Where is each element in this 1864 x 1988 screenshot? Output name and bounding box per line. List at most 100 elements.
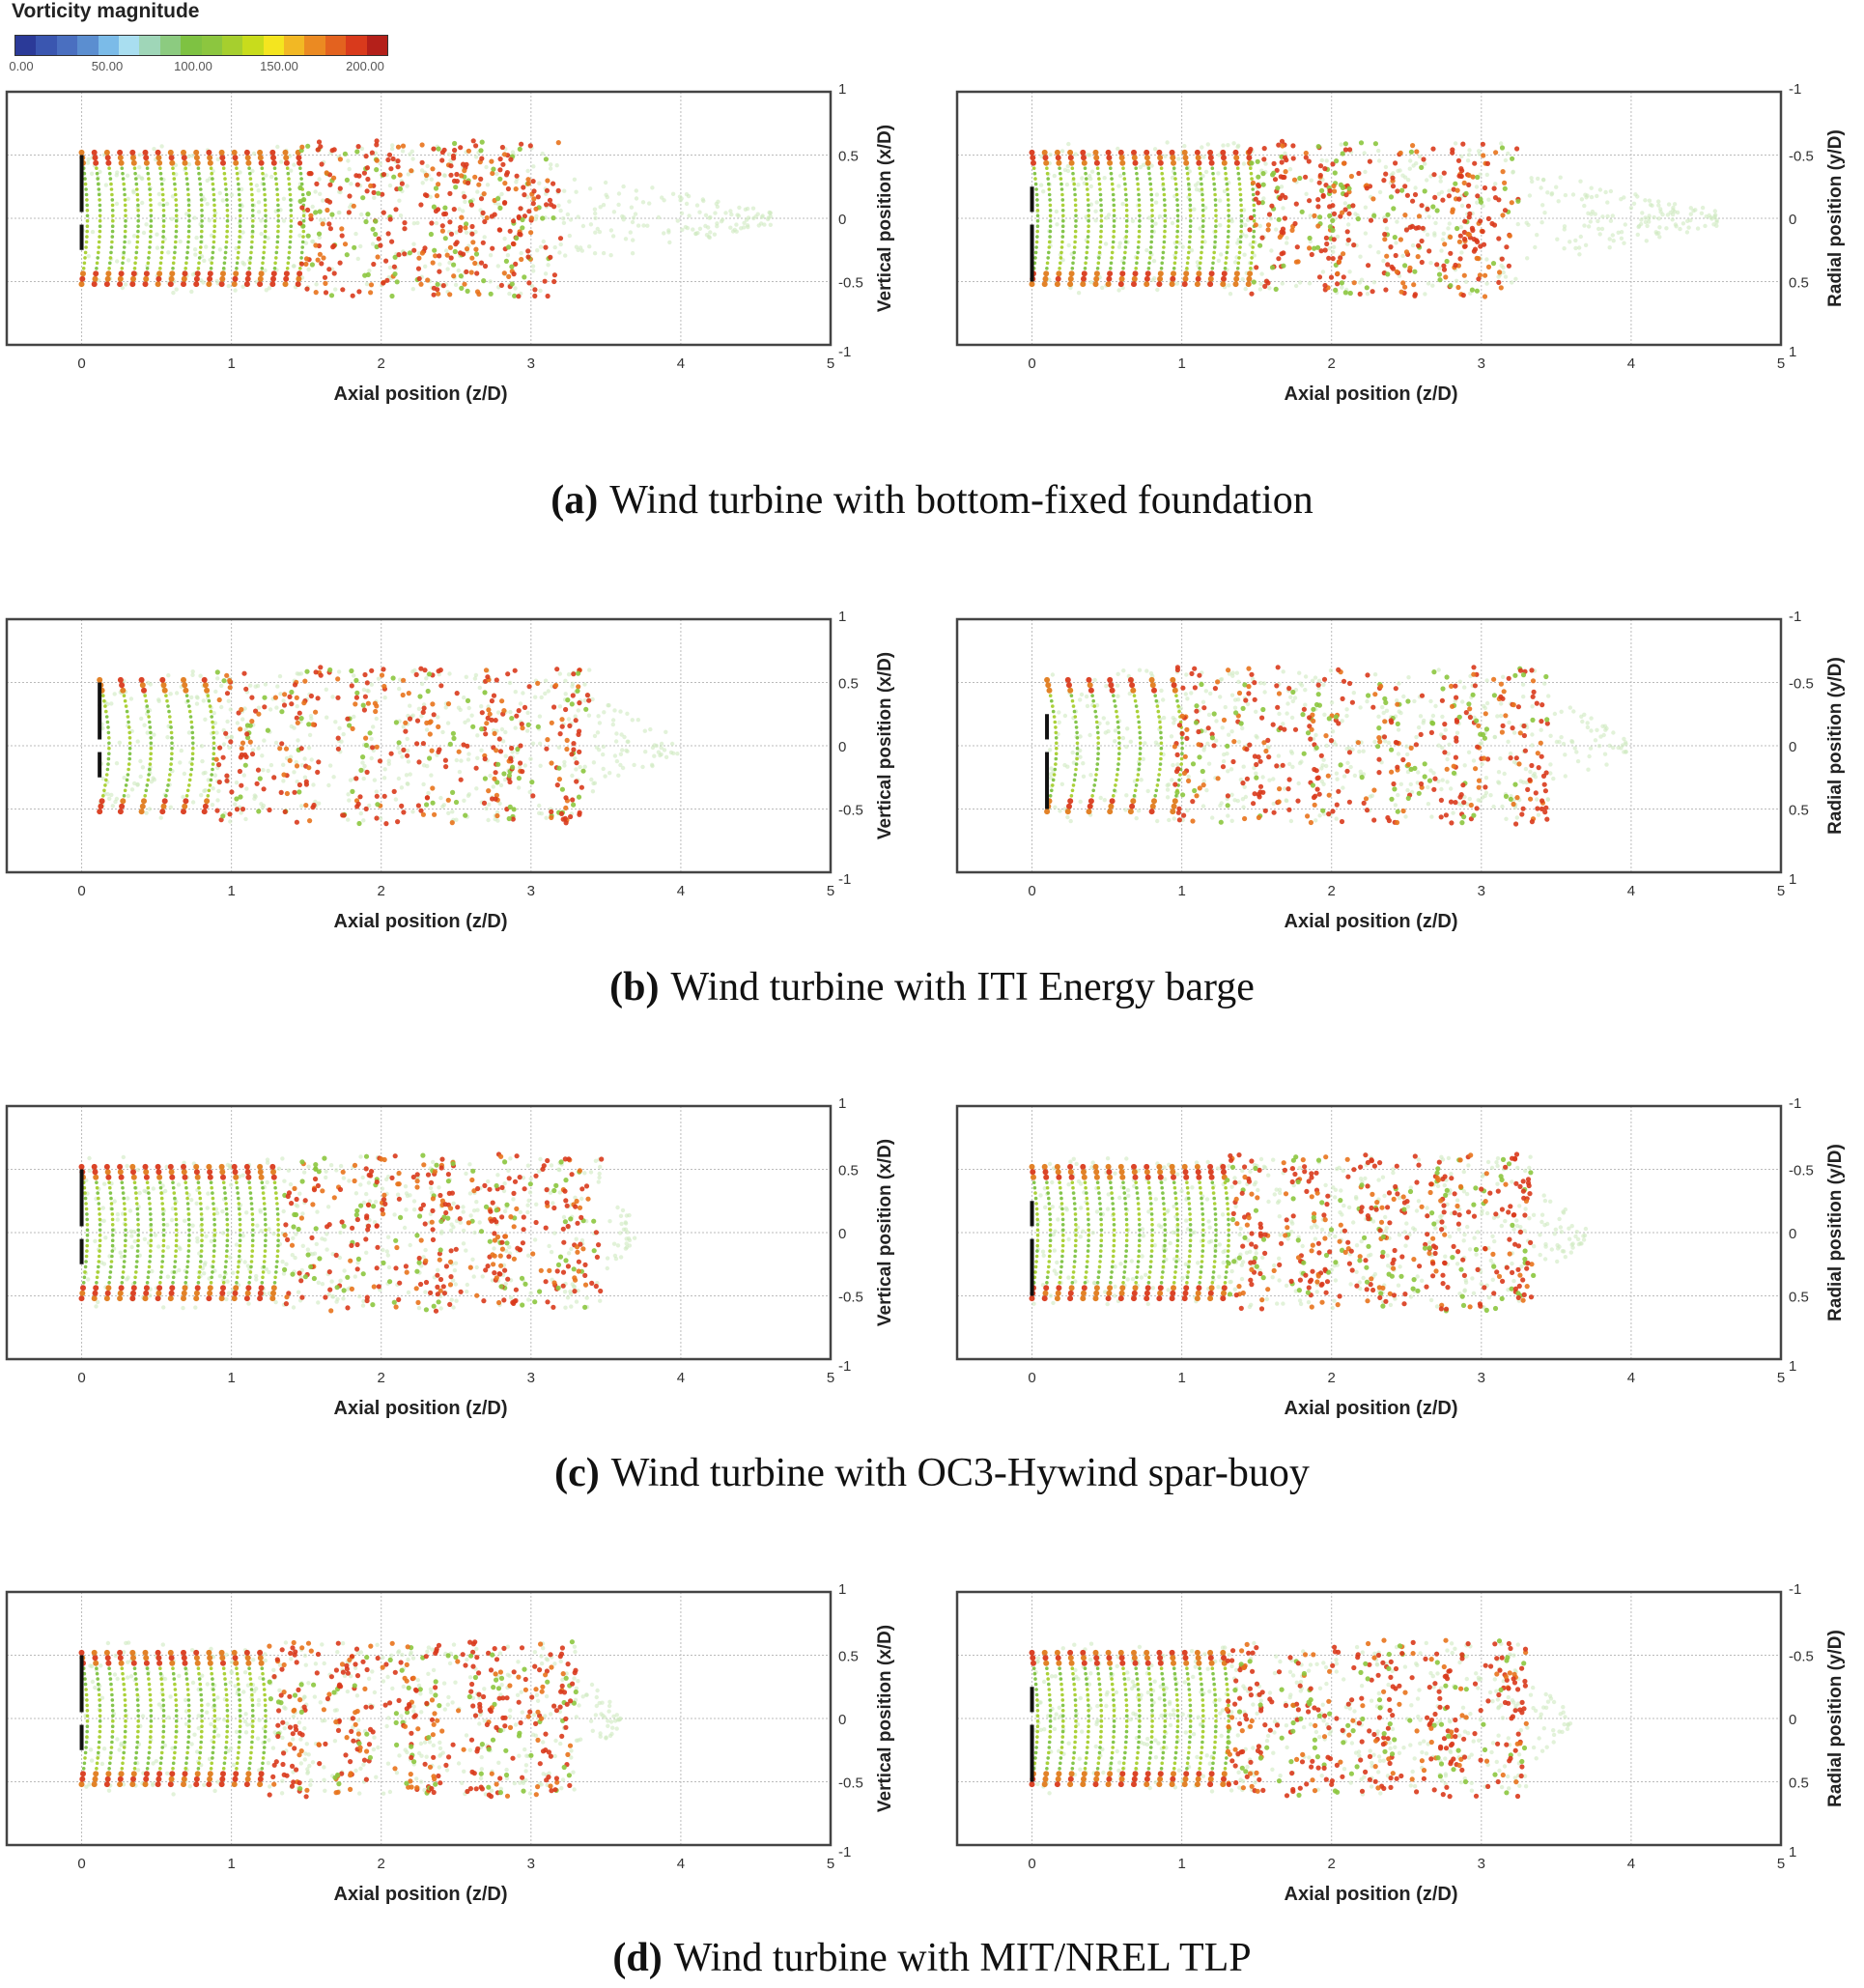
vortex-particle <box>1129 803 1136 809</box>
vortex-particle <box>376 676 381 681</box>
vortex-particle <box>1102 176 1107 181</box>
vortex-particle <box>215 798 220 803</box>
vortex-particle <box>249 182 253 186</box>
vortex-particle <box>479 748 484 753</box>
vortex-particle <box>117 740 123 745</box>
vortex-particle <box>122 694 127 697</box>
vortex-particle <box>436 724 441 729</box>
vortex-particle <box>1221 155 1227 161</box>
vortex-particle <box>158 267 162 270</box>
vortex-particle <box>422 245 428 251</box>
vortex-particle <box>1161 256 1165 260</box>
vortex-particle <box>238 794 243 800</box>
vortex-particle <box>1542 681 1547 686</box>
vortex-particle <box>1182 753 1188 759</box>
vortex-particle <box>1336 721 1342 726</box>
vortex-particle <box>524 728 530 733</box>
vortex-particle <box>106 730 111 735</box>
vortex-particle <box>182 270 188 277</box>
vortex-particle <box>1347 680 1353 687</box>
vortex-particle <box>1466 701 1472 707</box>
vortex-particle <box>1638 221 1644 227</box>
vortex-particle <box>1080 281 1087 288</box>
vortex-particle <box>339 233 345 239</box>
vortex-particle <box>240 260 245 266</box>
vortex-particle <box>1239 213 1244 218</box>
vortex-particle <box>1530 717 1536 723</box>
vortex-particle <box>1249 160 1255 166</box>
vortex-particle <box>297 781 302 788</box>
vortex-particle <box>1085 177 1088 181</box>
vortex-particle <box>1390 175 1396 181</box>
vortex-particle <box>1511 702 1516 708</box>
vortex-particle <box>1307 245 1313 251</box>
vortex-particle <box>172 256 177 260</box>
vortex-particle <box>1528 796 1534 802</box>
vortex-particle <box>1316 791 1322 797</box>
vortex-particle <box>1137 235 1142 239</box>
vortex-particle <box>1050 788 1054 793</box>
vortex-particle <box>347 193 353 199</box>
vortex-particle <box>1355 740 1361 746</box>
vortex-particle <box>194 235 199 241</box>
vortex-particle <box>144 698 149 703</box>
vortex-particle <box>1240 725 1245 731</box>
vortex-particle <box>166 250 171 255</box>
vortex-particle <box>1447 742 1452 747</box>
vortex-particle <box>1054 725 1058 729</box>
vortex-particle <box>281 772 287 778</box>
vortex-particle <box>249 245 254 249</box>
vortex-particle <box>1068 159 1075 166</box>
vortex-particle <box>1153 221 1158 226</box>
vortex-particle <box>1339 280 1344 286</box>
vortex-particle <box>1214 224 1218 228</box>
vortex-particle <box>1334 816 1339 821</box>
vortex-particle <box>1440 197 1446 203</box>
vortex-particle <box>1137 720 1141 724</box>
vortex-particle <box>1102 798 1107 803</box>
vortex-particle <box>95 171 99 176</box>
vortex-particle <box>556 203 561 208</box>
vortex-particle <box>1385 271 1391 277</box>
vortex-particle <box>171 171 176 176</box>
vortex-particle <box>132 267 137 270</box>
vortex-particle <box>1055 275 1061 282</box>
vortex-particle <box>557 236 564 241</box>
vortex-particle <box>640 764 645 770</box>
vortex-particle <box>1503 274 1509 279</box>
vortex-particle <box>1141 162 1146 167</box>
vortex-particle <box>1221 717 1228 723</box>
vortex-particle <box>1433 220 1438 226</box>
vortex-particle <box>579 784 585 790</box>
vortex-particle <box>1079 692 1085 697</box>
vortex-particle <box>1239 229 1243 234</box>
vortex-particle <box>1239 198 1243 202</box>
vortex-particle <box>108 177 113 181</box>
vortex-particle <box>303 261 309 267</box>
vortex-particle <box>576 214 580 219</box>
vortex-particle <box>1118 275 1125 282</box>
vortex-particle <box>514 173 520 179</box>
vortex-particle <box>1530 694 1536 699</box>
vortex-particle <box>1138 218 1142 223</box>
vortex-particle <box>184 261 188 266</box>
vortex-particle <box>103 149 110 156</box>
vortex-particle <box>1700 205 1706 211</box>
vortex-particle <box>107 166 111 170</box>
vortex-particle <box>1658 210 1663 214</box>
vortex-particle <box>1459 250 1464 255</box>
vortex-particle <box>1330 256 1336 262</box>
vortex-particle <box>1376 735 1382 741</box>
vortex-particle <box>464 230 469 235</box>
vortex-particle <box>1138 741 1143 746</box>
vortex-particle <box>1147 261 1151 266</box>
vortex-particle <box>694 203 700 208</box>
vortex-particle <box>1035 229 1039 234</box>
vortex-particle <box>555 187 561 193</box>
vortex-particle <box>768 222 773 227</box>
vortex-particle <box>1115 709 1118 714</box>
vortex-particle <box>565 697 571 703</box>
vortex-particle <box>685 225 691 231</box>
vortex-particle <box>1090 694 1094 697</box>
vortex-particle <box>145 267 150 270</box>
